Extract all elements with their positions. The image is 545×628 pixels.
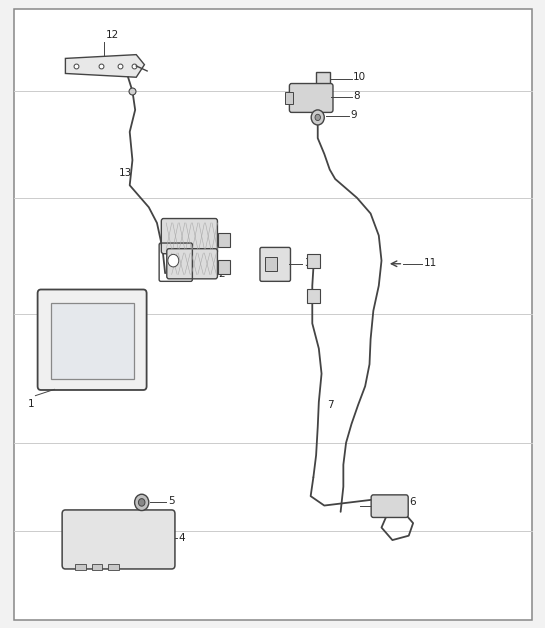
FancyBboxPatch shape <box>371 495 408 517</box>
Text: 6: 6 <box>409 497 415 507</box>
Text: 11: 11 <box>424 257 437 268</box>
Bar <box>265 257 277 271</box>
Bar <box>75 564 86 570</box>
Bar <box>218 260 230 274</box>
FancyBboxPatch shape <box>167 249 217 279</box>
FancyBboxPatch shape <box>62 510 175 569</box>
Circle shape <box>168 254 179 267</box>
FancyBboxPatch shape <box>289 84 333 112</box>
Text: 12: 12 <box>106 30 119 40</box>
Circle shape <box>138 499 145 506</box>
Circle shape <box>135 494 149 511</box>
Bar <box>108 564 119 570</box>
Bar <box>307 289 320 303</box>
Text: 5: 5 <box>168 496 174 506</box>
Text: 4: 4 <box>179 533 185 543</box>
Circle shape <box>315 114 320 121</box>
Circle shape <box>311 110 324 125</box>
FancyBboxPatch shape <box>38 290 147 390</box>
FancyBboxPatch shape <box>161 219 217 254</box>
Text: 13: 13 <box>119 168 132 178</box>
Bar <box>316 72 330 87</box>
Bar <box>307 254 320 268</box>
Text: 1: 1 <box>28 399 34 409</box>
Bar <box>285 92 293 104</box>
Bar <box>218 233 230 247</box>
FancyBboxPatch shape <box>260 247 290 281</box>
Text: 3: 3 <box>304 257 311 268</box>
Text: 8: 8 <box>353 91 360 101</box>
Text: 7: 7 <box>327 400 334 410</box>
Text: 2: 2 <box>218 269 225 279</box>
Bar <box>92 564 102 570</box>
Text: 9: 9 <box>350 110 357 120</box>
Text: 10: 10 <box>353 72 366 82</box>
Bar <box>51 303 134 379</box>
Polygon shape <box>65 55 144 77</box>
